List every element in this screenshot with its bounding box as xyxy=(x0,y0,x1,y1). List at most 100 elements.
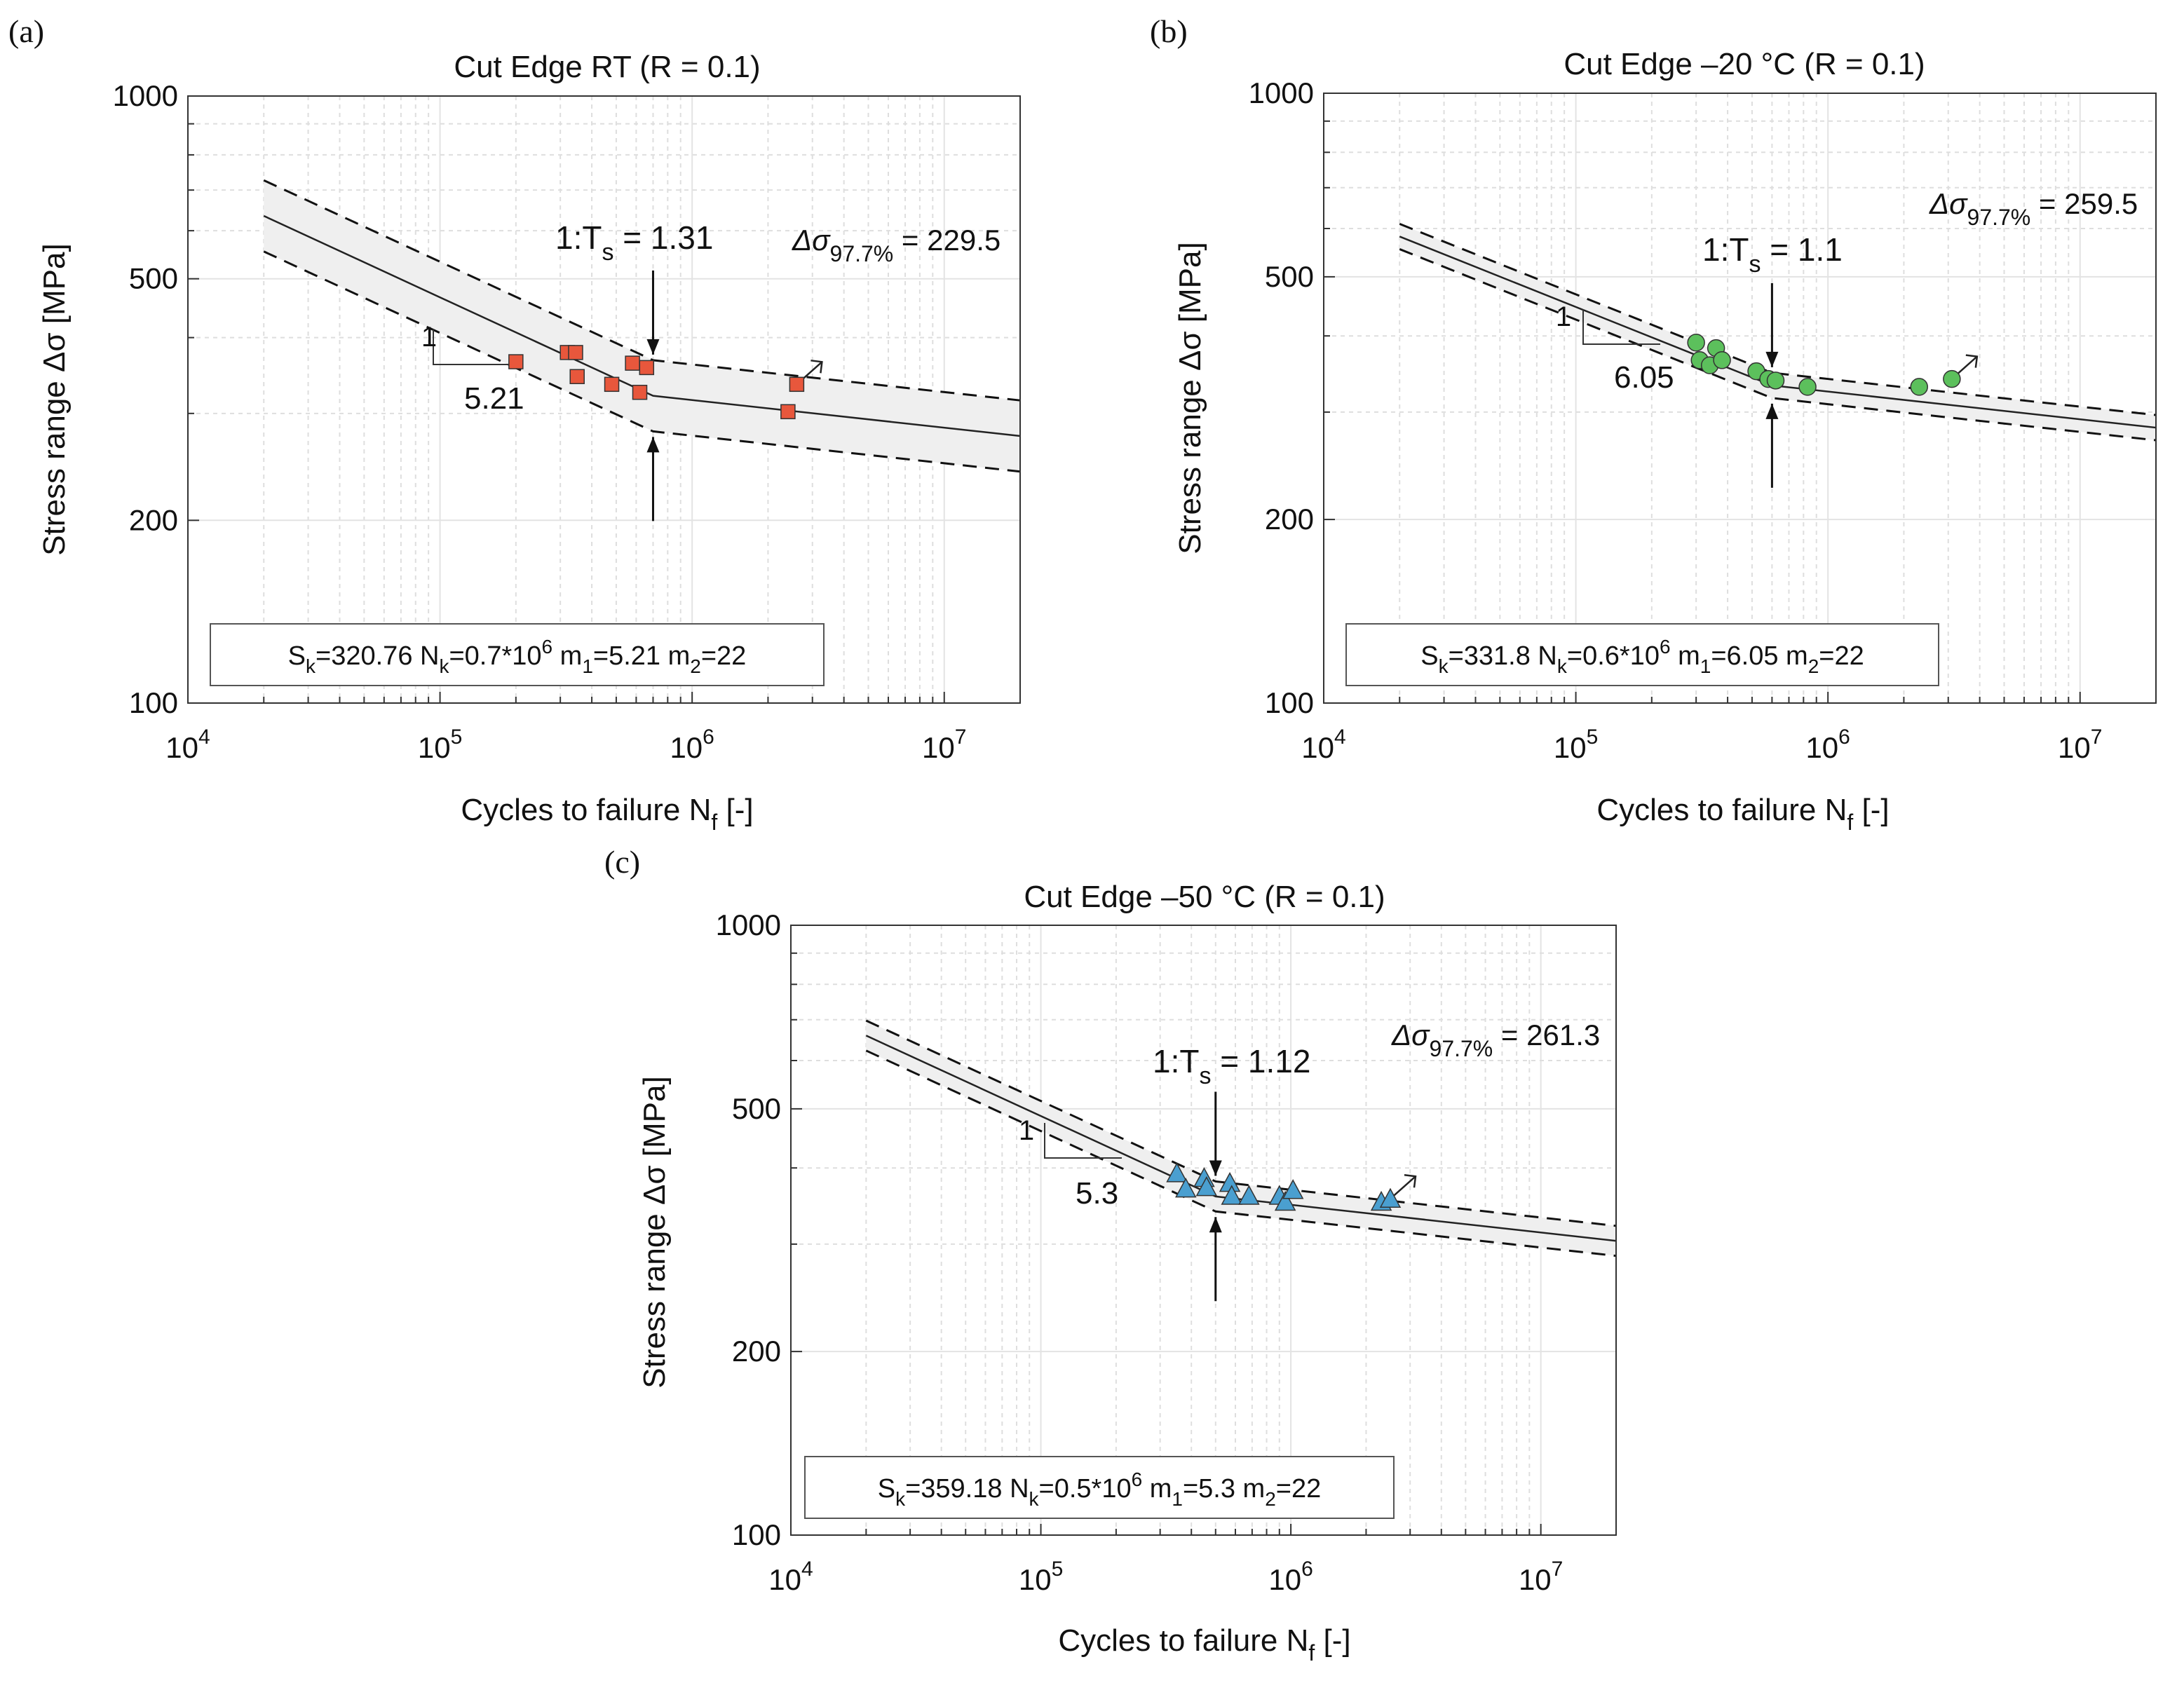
arrow-up-head xyxy=(1209,1217,1222,1233)
x-tick-exponent: 4 xyxy=(198,725,210,749)
delta-sigma-symbol: Δσ xyxy=(1929,187,1968,220)
ts-label-value: = 1.1 xyxy=(1761,231,1842,268)
axis-ticks xyxy=(1323,93,2157,704)
arrow-down-head xyxy=(1209,1160,1222,1176)
x-axis-label-sub: f xyxy=(1847,810,1853,835)
delta-sigma-sub: 97.7% xyxy=(830,241,894,266)
x-tick-exponent: 7 xyxy=(955,725,967,749)
params-m1-value: =5.3 m xyxy=(1183,1474,1265,1504)
params-m2-value: =22 xyxy=(1819,641,1864,671)
runout-arrow-head xyxy=(1404,1173,1417,1188)
x-tick-exponent: 4 xyxy=(801,1558,813,1581)
data-point xyxy=(1166,1162,1188,1183)
delta-sigma-sub: 97.7% xyxy=(1967,205,2031,230)
params-nk-sub: k xyxy=(1557,655,1568,677)
params-box xyxy=(804,1456,1395,1519)
x-tick-exponent: 6 xyxy=(703,725,714,749)
slope-label: 5.3 xyxy=(1076,1176,1118,1211)
params-sk-symbol: S xyxy=(878,1474,895,1504)
params-sk-value: =359.18 N xyxy=(905,1474,1029,1504)
data-point xyxy=(1238,1185,1260,1205)
slope-one-label: 1 xyxy=(421,322,437,353)
x-tick-base: 10 xyxy=(2058,731,2091,764)
data-points xyxy=(1166,1162,1417,1211)
x-tick-exponent: 7 xyxy=(2091,725,2103,749)
params-sk-sub: k xyxy=(306,655,316,677)
params-nk-value: =0.7*10 xyxy=(449,641,541,671)
runout-arrow-head xyxy=(1965,354,1979,368)
runout-arrow xyxy=(1390,1175,1416,1200)
slope-triangle xyxy=(1044,1123,1122,1159)
params-nk-sub: k xyxy=(1029,1488,1040,1510)
sn-curve-mean xyxy=(865,1035,1617,1242)
slope-triangle xyxy=(1582,309,1660,345)
x-tick-label: 107 xyxy=(1519,1558,1563,1596)
x-tick-base: 10 xyxy=(1519,1563,1552,1596)
x-tick-exponent: 6 xyxy=(1301,1558,1313,1581)
ts-label-pre: 1:T xyxy=(555,219,602,256)
ts-label-pre: 1:T xyxy=(1702,231,1749,268)
data-point xyxy=(569,369,585,384)
axis-ticks xyxy=(790,925,1617,1536)
params-text: Sk=359.18 Nk=0.5*106 m1=5.3 m2=22 xyxy=(878,1468,1322,1510)
x-tick-base: 10 xyxy=(1301,731,1334,764)
x-tick-exponent: 5 xyxy=(451,725,463,749)
panel-letter: (a) xyxy=(8,13,44,49)
params-nk-exp: 6 xyxy=(1660,636,1671,657)
params-m1-symbol: m xyxy=(1142,1474,1172,1504)
x-tick-base: 10 xyxy=(1268,1563,1301,1596)
y-tick-label: 1000 xyxy=(113,79,178,112)
data-point xyxy=(1798,378,1817,396)
chart-panel-b: (b)Cut Edge –20 °C (R = 0.1)104 105 106 107… xyxy=(1150,13,2157,835)
arrow-down-head xyxy=(646,339,660,355)
ts-label-sub: s xyxy=(602,239,613,266)
y-tick-label: 200 xyxy=(1265,503,1314,536)
y-tick-label: 500 xyxy=(1265,260,1314,293)
panel-letter: (c) xyxy=(604,844,640,880)
y-axis-label: Stress range Δσ [MPa] xyxy=(1173,242,1207,554)
ts-label: 1:Ts = 1.31 xyxy=(555,219,713,266)
x-tick-exponent: 7 xyxy=(1552,1558,1564,1581)
y-tick-label: 500 xyxy=(732,1092,781,1125)
params-m2-sub: 2 xyxy=(1808,655,1819,677)
y-axis-label: Stress range Δσ [MPa] xyxy=(37,243,72,555)
params-m1-symbol: m xyxy=(1671,641,1700,671)
params-m2-sub: 2 xyxy=(1265,1488,1276,1510)
runout-arrow-head xyxy=(810,360,823,374)
params-box xyxy=(210,623,825,686)
x-tick-exponent: 5 xyxy=(1052,1558,1064,1581)
x-tick-base: 10 xyxy=(1019,1563,1052,1596)
x-tick-label: 105 xyxy=(1554,725,1598,764)
params-nk-exp: 6 xyxy=(1132,1468,1143,1490)
params-text: Sk=320.76 Nk=0.7*106 m1=5.21 m2=22 xyxy=(288,636,747,677)
arrow-up-head xyxy=(646,437,660,453)
sn-curve-upper xyxy=(865,1019,1617,1227)
ts-label-value: = 1.31 xyxy=(613,219,713,256)
data-point xyxy=(1379,1187,1402,1208)
x-tick-exponent: 4 xyxy=(1334,725,1346,749)
params-box xyxy=(1345,623,1939,686)
ts-label: 1:Ts = 1.1 xyxy=(1702,231,1843,278)
x-axis-label-tail: [-] xyxy=(717,793,753,827)
ts-label-value: = 1.12 xyxy=(1211,1043,1310,1079)
delta-sigma-label: Δσ97.7% = 259.5 xyxy=(1929,187,2138,230)
sn-curve-lower xyxy=(865,1049,1617,1258)
slope-one-label: 1 xyxy=(1019,1115,1034,1146)
x-axis-label-sub: f xyxy=(711,810,717,835)
x-axis-label-tail: [-] xyxy=(1315,1623,1350,1658)
y-tick-label: 100 xyxy=(129,686,178,719)
x-tick-base: 10 xyxy=(768,1563,801,1596)
delta-sigma-symbol: Δσ xyxy=(1391,1018,1430,1051)
chart-title: Cut Edge –20 °C (R = 0.1) xyxy=(1564,47,1925,81)
panel-letter: (b) xyxy=(1150,13,1188,49)
slope-label: 6.05 xyxy=(1614,360,1674,395)
x-axis-label-tail: [-] xyxy=(1853,793,1889,827)
x-tick-base: 10 xyxy=(418,731,451,764)
x-tick-label: 104 xyxy=(1301,725,1345,764)
delta-sigma-value: = 259.5 xyxy=(2030,187,2138,220)
x-axis-label-main: Cycles to failure N xyxy=(1596,793,1847,827)
sn-curve-lower xyxy=(263,250,1021,473)
data-point xyxy=(1713,351,1731,369)
chart-title: Cut Edge RT (R = 0.1) xyxy=(454,50,760,84)
params-nk-exp: 6 xyxy=(542,636,553,657)
